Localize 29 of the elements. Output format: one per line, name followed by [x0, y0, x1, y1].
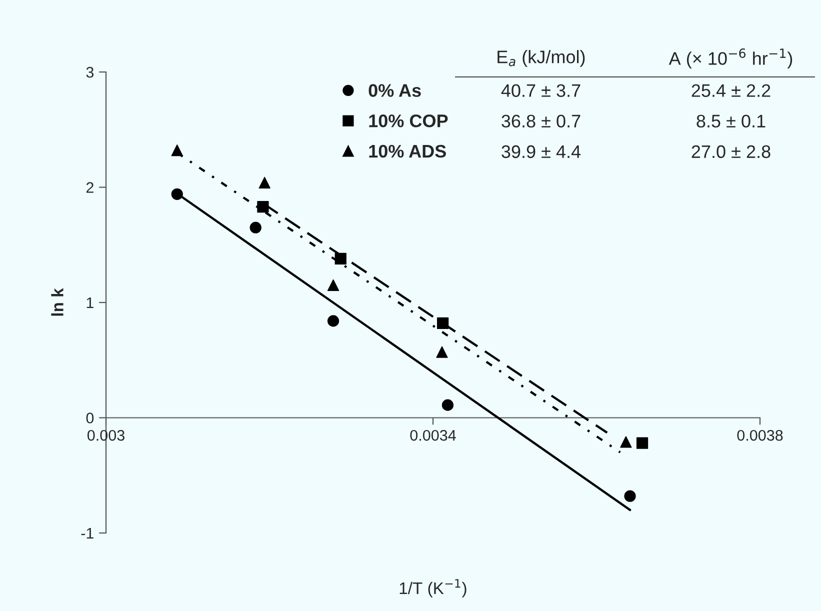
annotation: 36.8 ± 0.7 — [502, 114, 580, 128]
point — [620, 436, 632, 448]
point — [327, 315, 340, 327]
x-axis-title: 1/T (K$^{−1}$) — [400, 579, 466, 598]
legend-label: 0% As — [368, 84, 421, 97]
annotation: 8.5 ± 0.1 — [696, 114, 766, 128]
x-tick-label: 0.0034 — [410, 430, 456, 441]
annotation: 27.0 ± 2.8 — [692, 145, 770, 158]
annotation: 40.7 ± 3.7 — [501, 84, 580, 97]
point — [436, 346, 448, 358]
annotation: 25.4 ± 2.2 — [692, 84, 770, 97]
x-tick-label: 0.0038 — [737, 430, 783, 441]
point — [327, 279, 340, 292]
point — [258, 176, 270, 188]
text: A (× 10$^{−6}$ hr$^{−1}$) — [668, 48, 792, 68]
y-tick-label: 2 — [86, 182, 94, 193]
legend-label: 10% COP — [369, 114, 448, 128]
y-tick-label: -1 — [81, 528, 94, 539]
text: E$_{a}$ (kJ/mol) — [498, 50, 585, 67]
y-axis-title: ln k — [51, 288, 64, 316]
y-tick-label: 1 — [86, 298, 94, 308]
point — [636, 437, 648, 449]
point — [624, 490, 636, 502]
annotation: 39.9 ± 4.4 — [502, 145, 581, 158]
legend-label: 10% ADS — [369, 144, 446, 158]
y-tick-label: 0 — [86, 412, 94, 424]
y-tick-label: 3 — [86, 66, 94, 78]
point — [250, 222, 262, 234]
point — [442, 399, 454, 411]
